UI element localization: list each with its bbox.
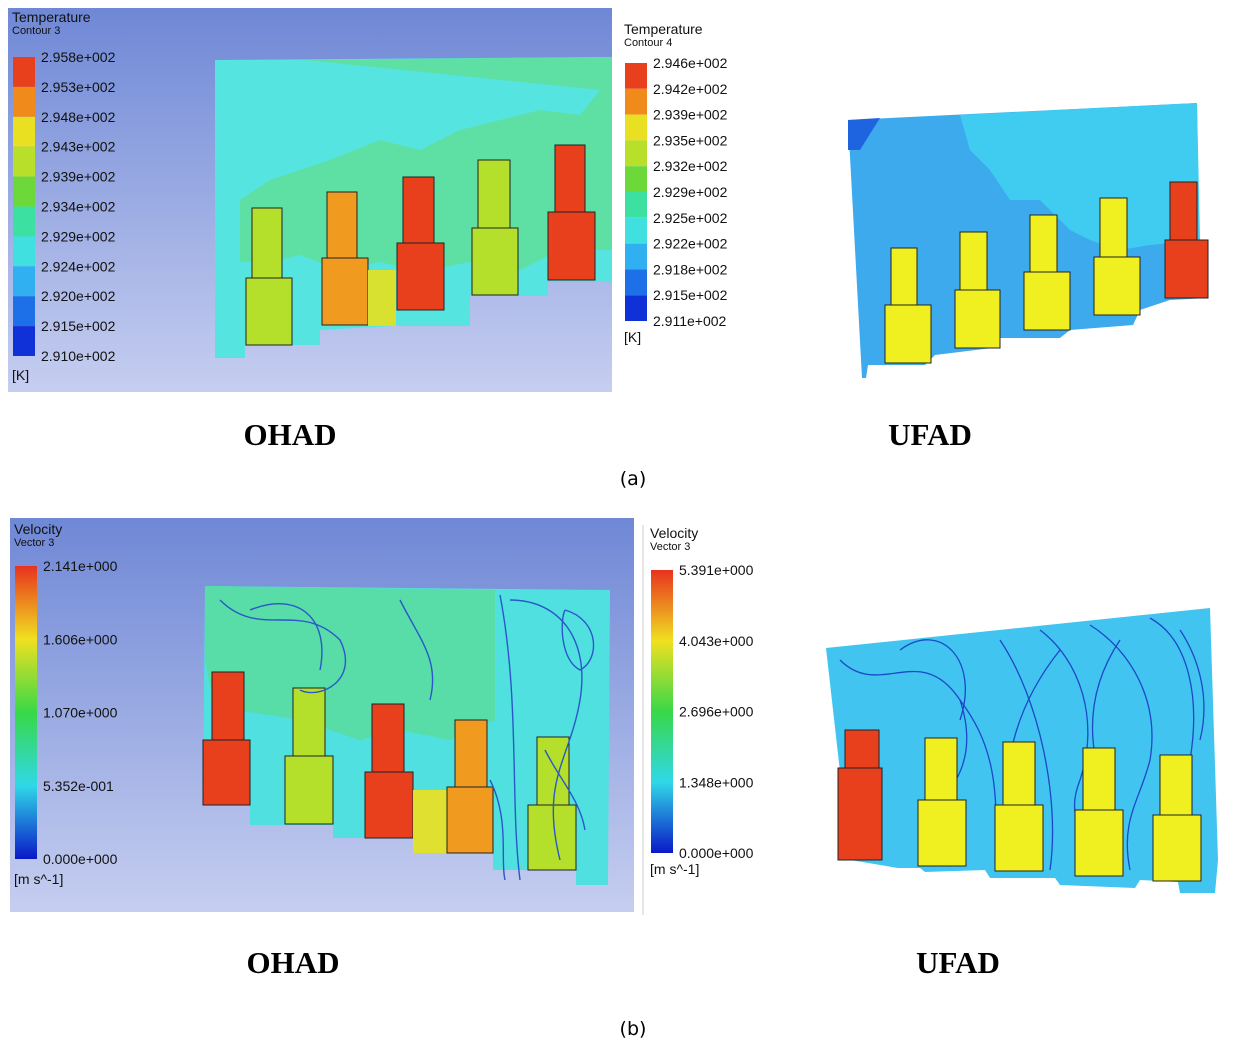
colorbar-band (13, 296, 35, 327)
legend-subtitle: Vector 3 (650, 541, 690, 553)
colorbar-label: 2.925e+002 (653, 210, 728, 226)
legend-subtitle: Vector 3 (14, 537, 54, 549)
colorbar-label: 5.391e+000 (679, 562, 754, 578)
colorbar-band (13, 116, 35, 147)
colorbar-label: 2.929e+002 (41, 228, 116, 244)
colorbar-label: 2.948e+002 (41, 109, 116, 125)
colorbar-label: 2.924e+002 (41, 258, 116, 274)
colorbar-label: 2.915e+002 (653, 287, 728, 303)
colorbar-label: 2.934e+002 (41, 199, 116, 215)
colorbar-band (625, 166, 647, 192)
legend-unit: [m s^-1] (650, 861, 699, 877)
colorbar-band (625, 192, 647, 218)
colorbar-label: 1.348e+000 (679, 774, 754, 790)
colorbar-label: 2.935e+002 (653, 132, 728, 148)
colorbar-band (13, 206, 35, 237)
velocity-vectors-ohad (202, 586, 610, 885)
legend-unit: [K] (12, 367, 29, 383)
colorbar-band (625, 140, 647, 167)
colorbar-band (625, 243, 647, 270)
legend-subtitle: Contour 3 (12, 25, 60, 37)
colorbar-band (625, 269, 647, 296)
colorbar-label: 2.943e+002 (41, 139, 116, 155)
colorbar-band (625, 88, 647, 115)
colorbar-label: 2.920e+002 (41, 288, 116, 304)
colorbar-label: 2.958e+002 (41, 49, 116, 65)
colorbar-label: 2.910e+002 (41, 348, 116, 364)
colorbar-band (625, 295, 647, 321)
colorbar-label: 0.000e+000 (679, 845, 754, 861)
colorbar-label: 2.929e+002 (653, 184, 728, 200)
colorbar-label: 2.922e+002 (653, 236, 728, 252)
legend-unit: [m s^-1] (14, 871, 63, 887)
colorbar-label: 2.953e+002 (41, 79, 116, 95)
view-caption: UFAD (888, 417, 972, 452)
colorbar-label: 5.352e-001 (43, 778, 114, 794)
legend-unit: [K] (624, 329, 641, 345)
panel-label: (b) (620, 1018, 647, 1040)
colorbar-label: 1.070e+000 (43, 705, 118, 721)
colorbar-label: 2.939e+002 (41, 169, 116, 185)
colorbar-band (13, 86, 35, 117)
colorbar-band (13, 146, 35, 177)
colorbar-label: 2.915e+002 (41, 318, 116, 334)
legend-title: Velocity (650, 525, 698, 541)
colorbar-band (13, 326, 35, 356)
colorbar-band (625, 114, 647, 141)
colorbar-band (625, 217, 647, 244)
colorbar-label: 2.911e+002 (653, 313, 727, 329)
view-caption: UFAD (916, 945, 1000, 980)
colorbar-label: 2.918e+002 (653, 261, 728, 277)
velocity-vectors-ufad (826, 608, 1218, 893)
view-caption: OHAD (244, 417, 337, 452)
panel-label: (a) (620, 468, 646, 490)
colorbar-band (13, 176, 35, 207)
colorbar-label: 2.932e+002 (653, 158, 728, 174)
temperature-contour-ohad (215, 57, 612, 358)
view-caption: OHAD (247, 945, 340, 980)
colorbar-label: 2.946e+002 (653, 55, 728, 71)
legend-title: Temperature (12, 9, 91, 25)
colorbar-label: 2.141e+000 (43, 558, 118, 574)
colorbar-band (13, 57, 35, 87)
legend-title: Temperature (624, 21, 703, 37)
colorbar-label: 2.939e+002 (653, 107, 728, 123)
colorbar-label: 2.696e+000 (679, 704, 754, 720)
colorbar-label: 0.000e+000 (43, 851, 118, 867)
temperature-contour-ufad (848, 103, 1209, 378)
colorbar (15, 566, 37, 859)
colorbar-label: 4.043e+000 (679, 633, 754, 649)
colorbar-band (625, 63, 647, 89)
legend-subtitle: Contour 4 (624, 37, 672, 49)
colorbar (651, 570, 673, 853)
colorbar-band (13, 266, 35, 297)
colorbar-label: 1.606e+000 (43, 631, 118, 647)
legend-title: Velocity (14, 521, 62, 537)
colorbar-label: 2.942e+002 (653, 81, 728, 97)
colorbar-band (13, 236, 35, 267)
